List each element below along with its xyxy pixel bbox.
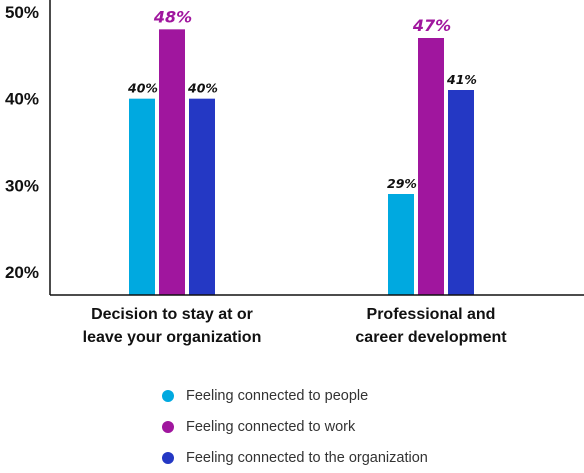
category-label: Professional and [367,306,496,323]
data-label: 41% [446,72,477,87]
data-label: 29% [387,176,417,191]
data-label: 40% [187,81,218,96]
bar-chart: 20% 30% 40% 50% 40% 29% 48% 47% 40% 41% Decision… [5,0,584,346]
category-label: leave your organization [83,329,262,346]
legend-swatch [162,420,174,433]
y-tick-label: 40% [5,90,39,109]
legend-item: Feeling connected to people [162,380,428,411]
legend-item: Feeling connected to the organization [162,442,428,473]
legend-label: Feeling connected to people [186,387,369,404]
bars [129,29,474,296]
bar [418,38,444,295]
category-label: Decision to stay at or [91,306,253,323]
data-label: 47% [412,16,451,35]
bar [388,194,414,295]
y-axis-tick-labels: 20% 30% 40% 50% [5,3,39,282]
data-label: 40% [127,81,158,96]
legend-item: Feeling connected to work [162,411,428,442]
bar [129,98,155,296]
legend-swatch [162,451,174,464]
legend-swatch [162,389,174,402]
bar [159,29,185,295]
bar [448,90,474,295]
data-label: 48% [153,7,192,26]
legend-label: Feeling connected to the organization [186,449,428,466]
data-labels: 40% 29% 48% 47% 40% 41% [127,7,477,191]
y-tick-label: 50% [5,3,39,22]
y-tick-label: 30% [5,176,39,195]
legend-label: Feeling connected to work [186,418,356,435]
bar [189,98,215,296]
y-tick-label: 20% [5,263,39,282]
legend: Feeling connected to people Feeling conne… [162,380,428,473]
category-labels: Decision to stay at or leave your organiz… [83,306,508,346]
category-label: career development [355,329,507,346]
